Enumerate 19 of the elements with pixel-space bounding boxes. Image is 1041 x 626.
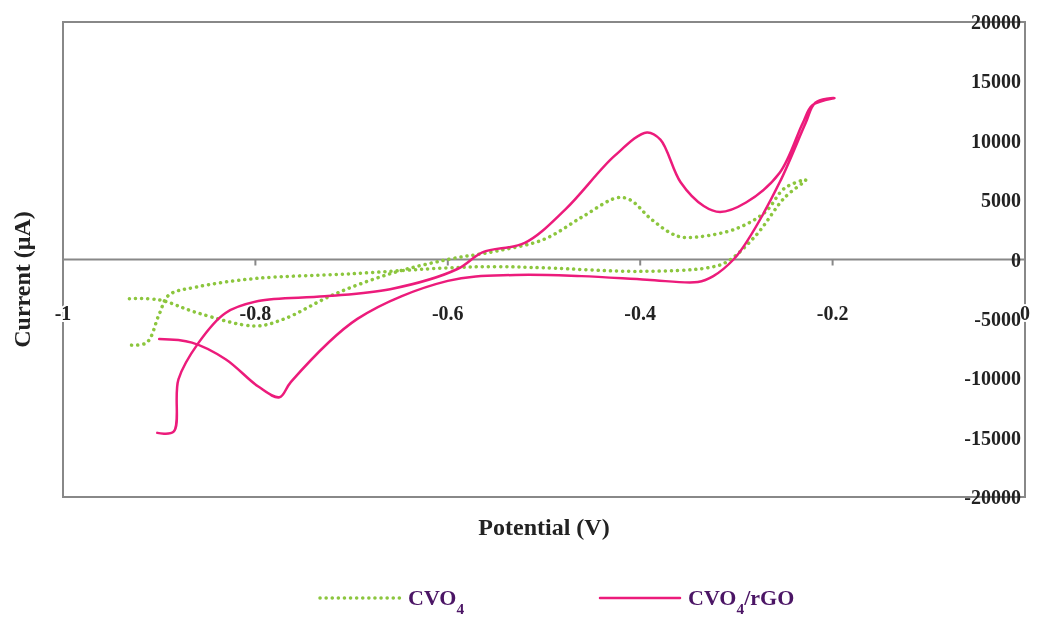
- line-series: [127, 178, 808, 347]
- legend-label: CVO$_{4}$/rGO: [688, 585, 795, 617]
- x-tick-label: -0.4: [624, 301, 657, 324]
- y-tick-label: -20000: [964, 486, 1021, 508]
- x-tick-label: -1: [54, 301, 72, 324]
- legend-label: CVO$_{4}$: [408, 585, 465, 617]
- y-tick-label: 15000: [971, 70, 1021, 93]
- y-tick-label: 10000: [971, 129, 1021, 152]
- y-tick-label: -15000: [964, 426, 1021, 449]
- x-tick-label: -0.6: [431, 301, 464, 324]
- y-tick-label: 0: [1011, 248, 1021, 271]
- y-tick-label: -10000: [964, 367, 1021, 390]
- y-axis-title: Current (μA): [9, 211, 35, 348]
- y-tick-label: 5000: [981, 189, 1021, 212]
- x-tick-label: -0.2: [816, 301, 849, 324]
- x-axis-title: Potential (V): [478, 514, 610, 540]
- y-tick-label: -5000: [974, 307, 1021, 330]
- y-tick-label: 20000: [971, 11, 1021, 33]
- x-tick-label: -0.8: [239, 301, 272, 324]
